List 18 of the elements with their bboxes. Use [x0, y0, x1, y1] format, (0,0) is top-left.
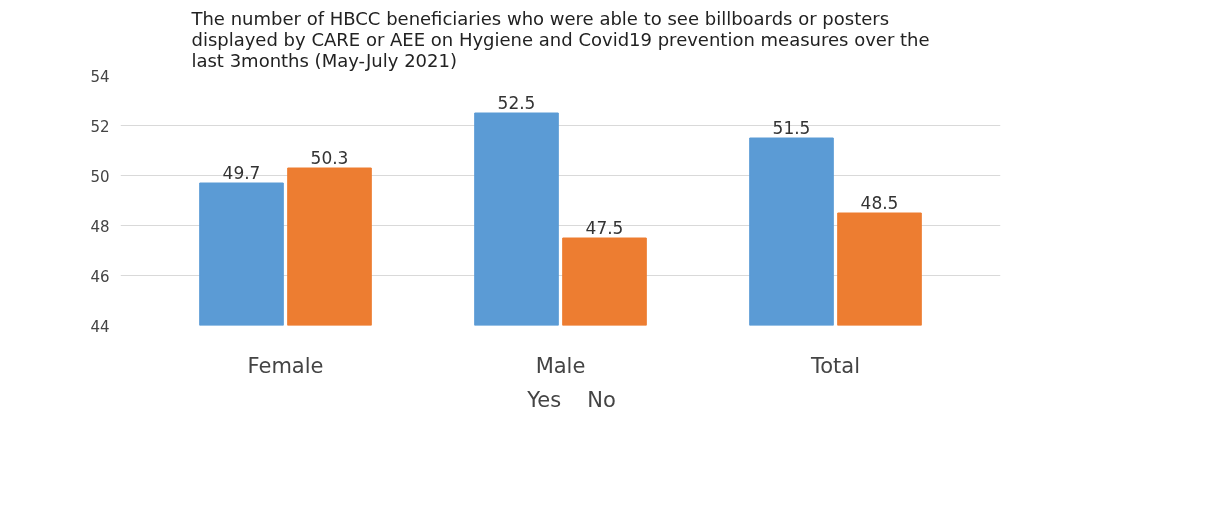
chart-title: The number of HBCC beneficiaries who were able to see billboards or posters displayed by CARE or AEE on Hygiene and Covid19 prevention measures over the last 3months (May-July 2021): [190, 7, 930, 71]
y-tick-label: 46: [90, 267, 110, 286]
data-label: 48.5: [860, 193, 899, 213]
data-label: 50.3: [310, 148, 349, 168]
y-tick-label: 50: [90, 167, 110, 186]
y-tick-label: 54: [90, 67, 110, 86]
data-label: 47.5: [585, 218, 624, 238]
y-tick-label: 44: [90, 317, 110, 336]
data-label: 51.5: [772, 118, 811, 138]
y-tick-label: 48: [90, 217, 110, 236]
text: Yes: [527, 388, 562, 412]
x-tick-label: Total: [809, 353, 861, 378]
y-tick-label: 52: [90, 117, 110, 136]
x-tick-label: Female: [247, 353, 324, 378]
text: No: [587, 388, 616, 412]
data-label: 52.5: [497, 93, 536, 113]
x-tick-label: Male: [535, 353, 586, 378]
data-label: 49.7: [222, 163, 261, 183]
